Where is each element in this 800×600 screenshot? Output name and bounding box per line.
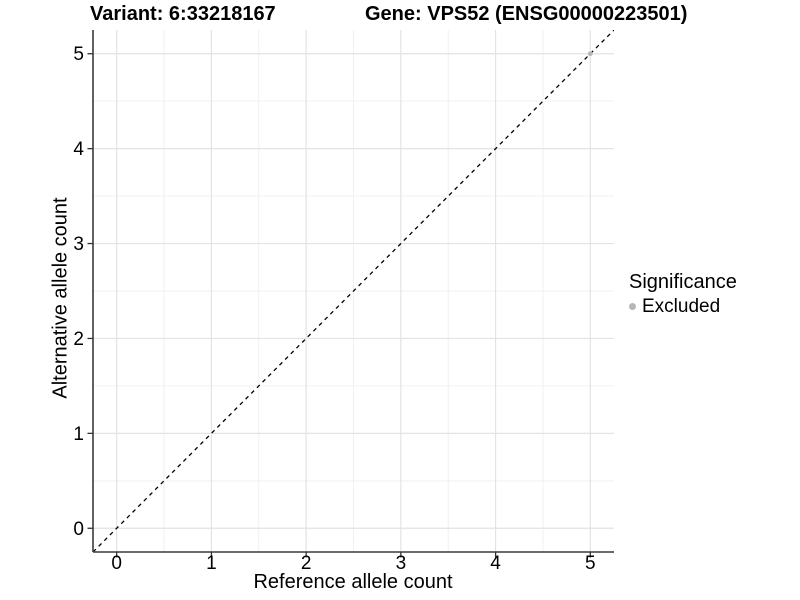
variant-title: Variant: 6:33218167 bbox=[90, 3, 276, 25]
legend-title: Significance bbox=[629, 271, 737, 293]
y-tick-label: 0 bbox=[73, 519, 84, 540]
data-point-excluded bbox=[587, 51, 593, 57]
y-tick-label: 4 bbox=[73, 139, 84, 160]
y-tick-label: 2 bbox=[73, 329, 84, 350]
x-tick-label: 3 bbox=[396, 553, 407, 574]
identity-reference-line bbox=[93, 30, 614, 552]
x-tick-label: 5 bbox=[585, 553, 596, 574]
x-axis-title: Reference allele count bbox=[253, 571, 453, 593]
y-tick-label: 1 bbox=[73, 424, 84, 445]
legend-item-excluded: Excluded bbox=[629, 295, 737, 318]
excluded-point-icon bbox=[629, 303, 636, 310]
legend: Significance Excluded bbox=[629, 270, 737, 318]
x-tick-label: 4 bbox=[490, 553, 501, 574]
x-tick-label: 2 bbox=[301, 553, 312, 574]
x-tick-label: 1 bbox=[206, 553, 217, 574]
gene-title: Gene: VPS52 (ENSG00000223501) bbox=[365, 3, 688, 25]
y-tick-label: 3 bbox=[73, 234, 84, 255]
x-tick-label: 0 bbox=[111, 553, 122, 574]
legend-item-label: Excluded bbox=[642, 296, 721, 317]
y-tick-label: 5 bbox=[73, 44, 84, 65]
